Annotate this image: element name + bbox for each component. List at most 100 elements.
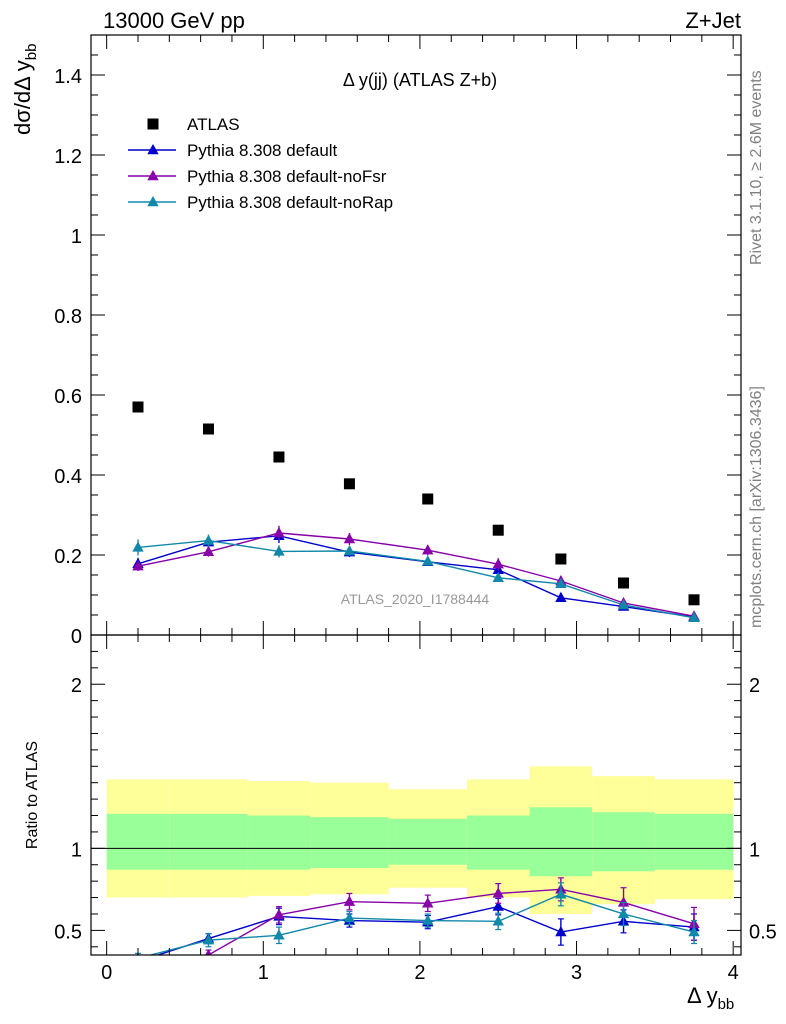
x-tick-label: 3 <box>571 962 582 984</box>
data-point-pythia-8-308-default-nofsr <box>132 560 144 571</box>
x-axis-label: Δ ybb <box>687 983 734 1013</box>
svg-text:dσ/dΔ ybb: dσ/dΔ ybb <box>10 44 40 135</box>
legend-marker-pythia-8-308-default <box>147 144 159 155</box>
legend-label-atlas: ATLAS <box>187 115 240 134</box>
data-point-pythia-8-308-default-nofsr <box>422 544 434 555</box>
y-tick-label: 1 <box>71 226 82 248</box>
data-point-atlas <box>273 451 285 463</box>
ratio-y-label: Ratio to ATLAS <box>24 741 41 849</box>
ratio-band-inner <box>466 815 530 870</box>
data-point-pythia-8-308-default-nofsr <box>343 533 356 544</box>
ratio-point-pythia-8-308-default-norap <box>202 934 215 945</box>
ratio-y-tick-label-left: 2 <box>71 675 82 697</box>
legend-label-pythia-8-308-default-norap: Pythia 8.308 default-noRap <box>187 193 393 212</box>
y-tick-label: 0.4 <box>54 466 82 488</box>
legend: ATLAS Pythia 8.308 default Pythia 8.308 de… <box>128 115 393 212</box>
mcplots-label: mcplots.cern.ch [arXiv:1306.3436] <box>748 386 765 628</box>
x-tick-label: 4 <box>728 962 739 984</box>
ratio-band-inner <box>310 817 389 869</box>
ratio-y-tick-label-right: 1 <box>749 839 760 861</box>
ratio-y-tick-label-left: 0.5 <box>54 921 82 943</box>
x-tick-label: 2 <box>414 962 425 984</box>
ratio-band-inner <box>106 813 170 870</box>
ratio-point-pythia-8-308-default-nofsr <box>205 949 212 955</box>
data-point-pythia-8-308-default-norap <box>132 541 144 552</box>
data-point-atlas <box>422 493 434 505</box>
header-left: 13000 GeV pp <box>103 8 245 33</box>
data-point-atlas <box>132 401 144 413</box>
chart-title: Δ y(jj) (ATLAS Z+b) <box>343 70 497 90</box>
data-point-pythia-8-308-default-nofsr <box>492 558 504 569</box>
header-right: Z+Jet <box>685 8 741 33</box>
ratio-point-pythia-8-308-default <box>132 956 143 966</box>
legend-label-pythia-8-308-default: Pythia 8.308 default <box>187 141 338 160</box>
data-point-pythia-8-308-default-norap <box>422 555 434 566</box>
data-point-pythia-8-308-default-norap <box>555 577 567 588</box>
data-point-pythia-8-308-default-norap <box>202 534 215 545</box>
ratio-point-pythia-8-308-default-norap <box>555 888 567 899</box>
ratio-point-pythia-8-308-default <box>555 926 567 937</box>
ratio-point-pythia-8-308-default <box>492 900 504 911</box>
ratio-point-pythia-8-308-default-nofsr <box>343 895 356 906</box>
y-axis-label: dσ/dΔ ybb <box>10 44 40 135</box>
data-point-pythia-8-308-default <box>555 591 567 602</box>
data-point-pythia-8-308-default-norap <box>617 599 630 610</box>
data-point-pythia-8-308-default-norap <box>492 571 504 582</box>
y-axis-label-main: dσ/dΔ y <box>10 60 35 135</box>
y-tick-label: 0 <box>71 626 82 648</box>
ratio-point-pythia-8-308-default-norap <box>688 926 700 937</box>
ratio-point-pythia-8-308-default-nofsr <box>492 887 504 898</box>
ratio-point-pythia-8-308-default-norap <box>273 929 285 940</box>
rivet-label: Rivet 3.1.10, ≥ 2.6M events <box>748 70 765 265</box>
ratio-point-pythia-8-308-default-nofsr <box>617 896 630 907</box>
ratio-y-tick-label-right: 2 <box>749 675 760 697</box>
y-tick-label: 0.8 <box>54 306 82 328</box>
ratio-band-inner <box>169 813 248 870</box>
data-point-atlas <box>202 423 214 435</box>
ratio-band-inner <box>592 812 655 872</box>
x-tick-label: 1 <box>258 962 269 984</box>
legend-marker-pythia-8-308-default-norap <box>147 196 159 207</box>
y-tick-label: 0.2 <box>54 546 82 568</box>
data-point-pythia-8-308-default-nofsr <box>273 527 285 538</box>
data-point-atlas <box>688 594 700 606</box>
ratio-y-tick-label-right: 0.5 <box>749 921 777 943</box>
ratio-point-pythia-8-308-default-nofsr <box>132 959 143 969</box>
main-panel: 0 0.2 0.4 0.6 0.8 1 1.2 1.4 Δ y(jj) (ATLAS Z+b)… <box>10 34 742 648</box>
legend-marker-pythia-8-308-default-nofsr <box>147 170 159 181</box>
ratio-band-inner <box>247 815 311 870</box>
data-point-atlas <box>618 577 630 589</box>
ratio-point-pythia-8-308-default-norap <box>422 914 434 925</box>
ratio-point-pythia-8-308-default-norap <box>492 915 504 926</box>
ratio-point-pythia-8-308-default-nofsr <box>273 908 285 919</box>
data-point-pythia-8-308-default-nofsr <box>202 545 215 556</box>
legend-label-pythia-8-308-default-nofsr: Pythia 8.308 default-noFsr <box>187 167 387 186</box>
watermark: ATLAS_2020_I1788444 <box>341 591 490 607</box>
data-point-pythia-8-308-default-norap <box>273 545 285 556</box>
ratio-band-inner <box>529 807 593 877</box>
data-point-pythia-8-308-default-norap <box>688 611 700 622</box>
ratio-line-pythia-8-308-default <box>155 905 695 955</box>
svg-text:Δ ybb: Δ ybb <box>687 983 734 1013</box>
ratio-band-inner <box>654 813 734 870</box>
x-tick-label: 0 <box>101 962 112 984</box>
x-axis-label-main: Δ y <box>687 983 718 1008</box>
data-point-atlas <box>343 478 355 490</box>
data-point-atlas <box>555 553 567 565</box>
x-axis-label-sub: bb <box>718 996 735 1013</box>
legend-marker-atlas <box>147 118 159 130</box>
y-tick-label: 1.4 <box>54 66 82 88</box>
ratio-point-pythia-8-308-default-norap <box>617 907 630 919</box>
data-point-atlas <box>492 524 504 536</box>
y-axis-label-sub: bb <box>23 44 40 61</box>
y-tick-label: 0.6 <box>54 386 82 408</box>
y-tick-label: 1.2 <box>54 146 82 168</box>
ratio-panel: 0.5 0.5 1 1 2 2 0 1 2 3 4 Ratio to ATLAS Δ ybb <box>24 634 777 1013</box>
ratio-point-pythia-8-308-default-nofsr <box>422 897 434 908</box>
ratio-y-tick-label-left: 1 <box>71 839 82 861</box>
ratio-band-inner <box>388 818 467 865</box>
data-point-pythia-8-308-default-norap <box>343 545 356 556</box>
ratio-point-pythia-8-308-default-norap <box>343 912 356 923</box>
ratio-frame <box>90 634 742 956</box>
